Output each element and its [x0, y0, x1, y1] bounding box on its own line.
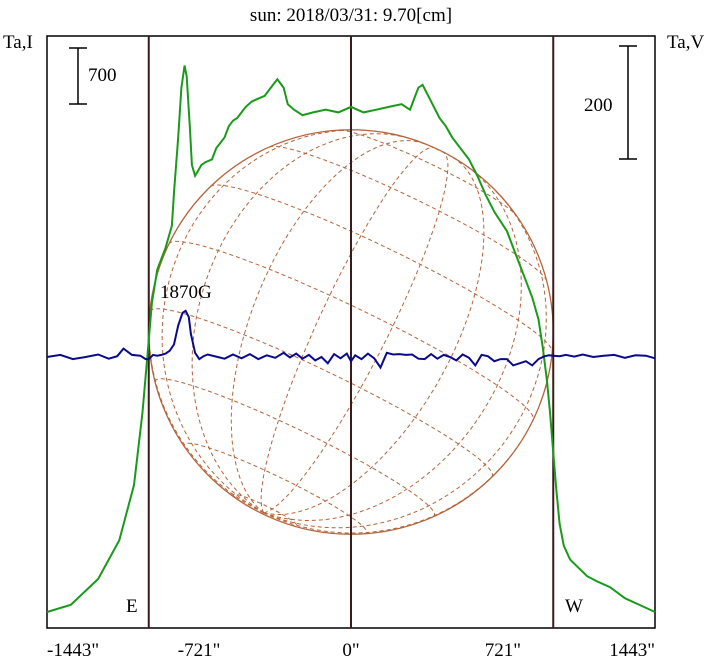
right-scale-label: 200: [584, 95, 613, 116]
meridian-line: [263, 156, 485, 516]
parallel-line: [232, 493, 298, 527]
right-scale-bar: [619, 45, 637, 160]
parallel-line: [269, 145, 548, 282]
reference-lines: [147, 36, 555, 628]
meridian-line: [191, 133, 409, 514]
x-tick-label: -721": [178, 640, 221, 661]
parallel-line: [149, 308, 494, 477]
meridian-line: [161, 129, 373, 514]
meridian-line: [263, 152, 449, 514]
left-scale-label: 700: [88, 65, 117, 86]
solar-disk-grid: [148, 129, 554, 535]
intensity-curve: [46, 65, 656, 613]
left-axis-label: Ta,I: [3, 32, 33, 53]
meridian-line: [260, 146, 434, 514]
parallel-line: [183, 442, 368, 535]
meridian-line: [263, 189, 547, 529]
chart-title: sun: 2018/03/31: 9.70[cm]: [250, 5, 452, 26]
x-tick-label: -1443": [47, 640, 99, 661]
east-limb-label: E: [126, 596, 138, 617]
parallel-line: [415, 140, 461, 163]
x-tick-label: 721": [485, 640, 521, 661]
parallel-line: [154, 378, 436, 517]
parallel-line: [168, 240, 534, 421]
meridian-line: [148, 243, 264, 514]
west-limb-label: W: [565, 596, 583, 617]
field-strength-annotation: 1870G: [160, 282, 212, 303]
x-tick-label: 1443": [609, 640, 655, 661]
meridian-line: [230, 140, 425, 514]
parallel-line: [339, 129, 517, 216]
parallel-line: [210, 184, 553, 352]
x-tick-label: 0": [342, 640, 359, 661]
right-axis-label: Ta,V: [667, 32, 704, 53]
meridian-line: [263, 419, 534, 534]
meridian-line: [263, 165, 522, 522]
x-axis-ticks: -1443" -721" 0" 721" 1443": [47, 640, 655, 661]
polarization-curve: [46, 309, 656, 370]
left-scale-bar: [69, 47, 87, 105]
